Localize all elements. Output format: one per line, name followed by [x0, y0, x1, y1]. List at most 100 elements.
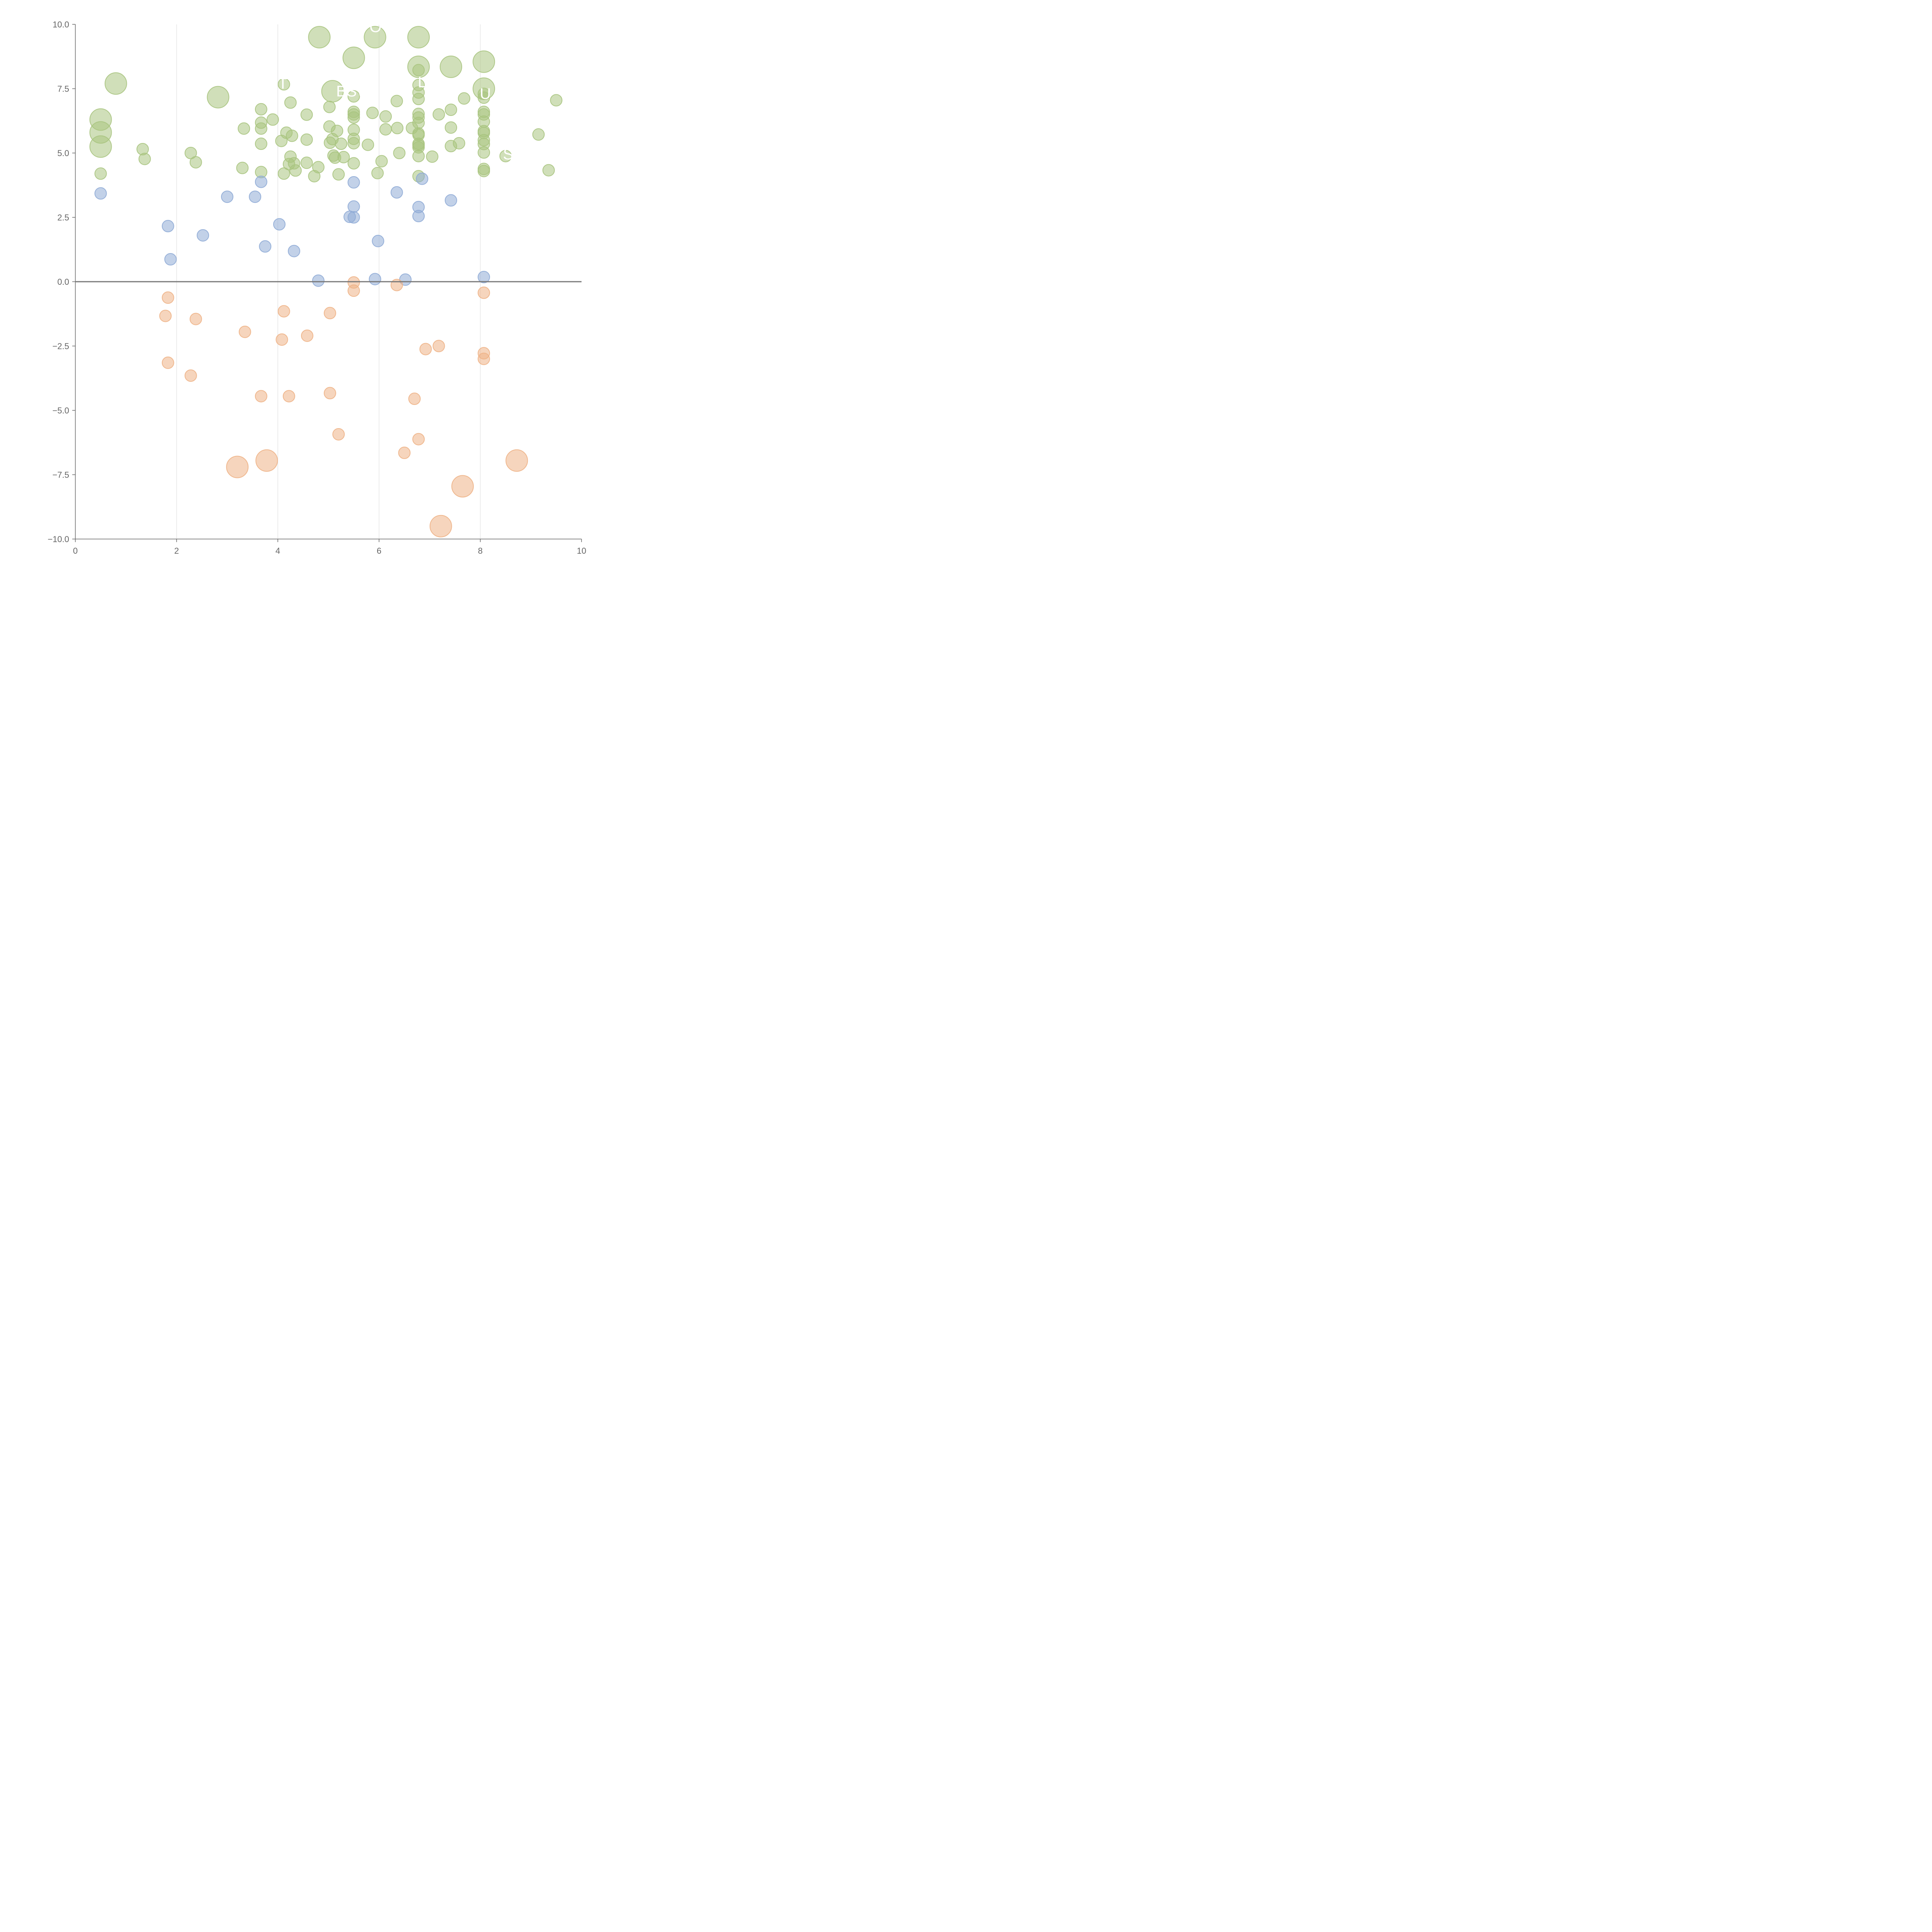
bubble-point	[94, 167, 107, 180]
bubble-point	[550, 94, 563, 107]
bubble-point	[426, 150, 439, 163]
bubble-point	[473, 50, 495, 73]
bubble-point	[391, 122, 404, 134]
bubble-point	[289, 164, 302, 177]
y-tick-label: −5.0	[53, 406, 69, 415]
bubble-point	[221, 190, 233, 203]
bubble-point	[300, 133, 313, 146]
bubble-point	[277, 78, 290, 91]
y-tick-label: −7.5	[53, 470, 69, 480]
bubble-point	[347, 200, 360, 213]
y-tick-label: 2.5	[57, 213, 69, 223]
axis-layer: −10.0 −7.5 −5.0 −2.5 0.0 2.5 5.0 7.5 10.0 0 2 4 6 8 10	[48, 20, 586, 556]
bubble-point	[162, 291, 174, 304]
bubble-point	[412, 210, 425, 223]
bubble-point	[273, 218, 286, 231]
bubble-point	[337, 151, 350, 163]
bubble-point	[445, 121, 457, 134]
bubble-point	[379, 123, 392, 136]
bubble-point	[255, 103, 267, 116]
bubble-point	[347, 137, 360, 150]
bubble-point	[452, 137, 465, 150]
bubble-point	[276, 333, 288, 346]
bubble-point	[478, 165, 490, 177]
x-tick-label: 0	[73, 546, 78, 556]
bubble-annotation-label: U	[480, 85, 491, 102]
bubble-point	[249, 190, 262, 203]
bubble-point	[300, 156, 313, 169]
bubble-point	[238, 122, 250, 135]
bubble-point	[189, 156, 202, 168]
bubble-annotation-label: S	[503, 146, 514, 163]
bubble-point	[478, 271, 490, 284]
bubble-point	[371, 167, 384, 179]
bubble-annotation-label: BSW	[336, 83, 371, 100]
bubble-point	[505, 449, 528, 472]
x-tick-label: 4	[276, 546, 280, 556]
bubble-point	[308, 26, 331, 49]
bubble-point	[366, 107, 379, 119]
bubble-point	[390, 279, 403, 291]
bubble-point	[184, 369, 197, 382]
bubble-point	[277, 167, 290, 180]
bubble-point	[282, 390, 295, 403]
bubble-point	[445, 194, 457, 207]
bubble-point	[226, 456, 249, 478]
bubble-point	[255, 449, 278, 472]
bubble-point	[390, 186, 403, 199]
bubble-point	[390, 95, 403, 107]
bubble-point	[445, 104, 457, 116]
bubble-point	[286, 129, 298, 142]
bubble-point	[335, 138, 347, 150]
bubble-point	[412, 117, 425, 129]
x-tick-label: 2	[174, 546, 179, 556]
bubble-point	[332, 168, 345, 181]
bubble-point	[419, 343, 432, 355]
bubble-point	[323, 100, 336, 113]
y-tick-label: 10.0	[53, 20, 69, 29]
bubble-point	[542, 164, 555, 177]
bubble-point	[375, 155, 388, 168]
y-tick-label: −2.5	[53, 342, 69, 351]
bubble-point	[138, 153, 151, 165]
bubble-chart: −10.0 −7.5 −5.0 −2.5 0.0 2.5 5.0 7.5 10.0 0 2 4 6 8 10…	[48, 19, 586, 556]
bubble-point	[347, 111, 360, 124]
bubble-point	[89, 135, 112, 158]
label-layer: T BSW O L U S	[278, 19, 514, 163]
bubble-point	[162, 356, 174, 369]
bubble-point	[266, 113, 279, 126]
bubble-point	[347, 211, 360, 224]
bubble-point	[312, 161, 325, 173]
bubble-point	[362, 138, 374, 151]
bubble-point	[347, 157, 360, 170]
bubble-point	[287, 245, 300, 257]
bubble-point	[207, 86, 230, 109]
bubble-point	[164, 253, 177, 266]
bubble-point	[323, 387, 336, 400]
bubble-point	[451, 475, 474, 498]
bubble-point	[236, 162, 249, 174]
bubble-point	[499, 150, 512, 162]
bubble-point	[162, 220, 174, 233]
bubble-layer	[89, 26, 563, 537]
bubble-point	[478, 352, 490, 365]
bubble-point	[416, 172, 429, 185]
x-tick-label: 10	[577, 546, 586, 556]
bubble-point	[478, 286, 490, 299]
bubble-point	[189, 313, 202, 325]
bubble-point	[312, 274, 325, 287]
bubble-annotation-label: L	[418, 74, 426, 91]
bubble-point	[364, 26, 386, 49]
bubble-point	[94, 187, 107, 200]
bubble-point	[347, 284, 360, 297]
bubble-point	[429, 515, 452, 537]
bubble-point	[321, 80, 344, 103]
bubble-point	[440, 55, 463, 78]
bubble-point	[284, 96, 297, 109]
bubble-point	[323, 307, 336, 320]
bubble-point	[255, 390, 267, 403]
bubble-point	[331, 124, 344, 137]
y-tick-label: −10.0	[48, 534, 69, 544]
bubble-point	[372, 235, 384, 247]
bubble-point	[197, 229, 209, 242]
